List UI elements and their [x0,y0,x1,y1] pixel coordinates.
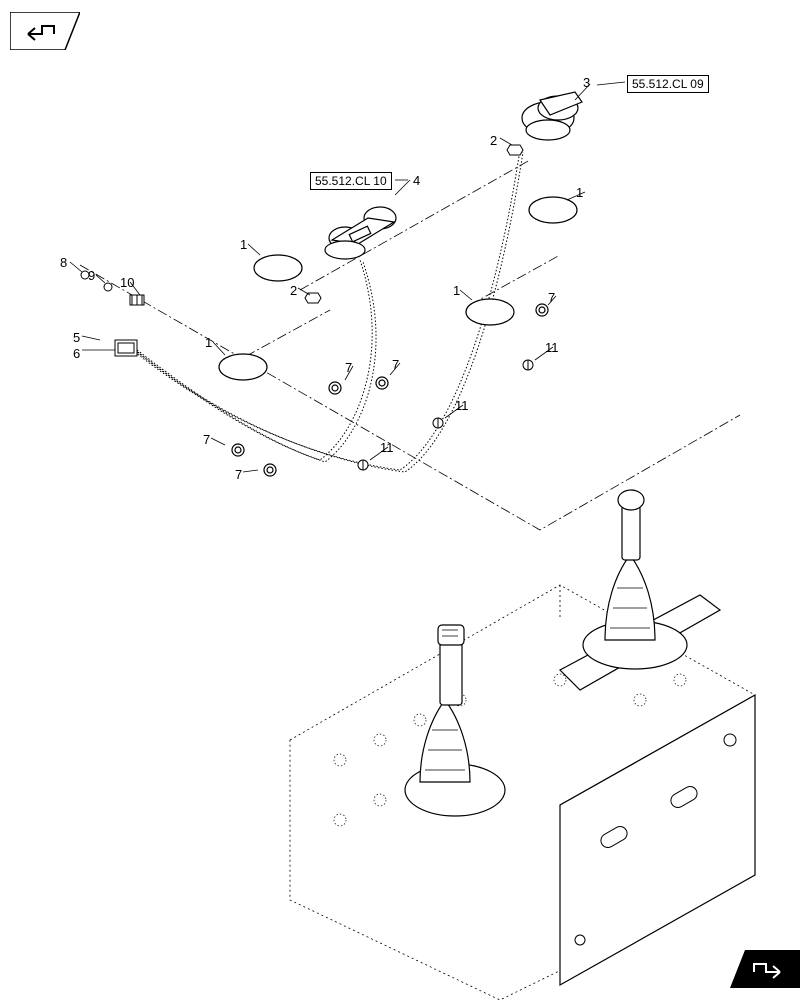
callout-11: 11 [380,440,394,455]
callout-4: 4 [413,173,420,188]
callout-7: 7 [203,432,210,447]
ref-box-10: 55.512.CL 10 [310,172,392,190]
callout-1: 1 [240,237,247,252]
plug-56 [115,340,137,356]
leader-lines [70,82,625,472]
callout-7: 7 [235,467,242,482]
callout-1: 1 [576,185,583,200]
callout-8: 8 [60,255,67,270]
nuts [305,145,523,303]
callout-9: 9 [88,268,95,283]
callout-2: 2 [290,283,297,298]
callout-2: 2 [490,133,497,148]
callout-7: 7 [392,357,399,372]
callout-3: 3 [583,75,590,90]
lever-left [405,625,505,816]
callout-1: 1 [205,335,212,350]
callout-1: 1 [453,283,460,298]
grommets [219,197,577,380]
knob-3 [522,92,582,140]
alignment-lines [80,160,740,530]
lever-right [560,490,720,690]
callout-7: 7 [548,290,555,305]
connector-10 [130,295,144,305]
exploded-view-svg [0,0,812,1000]
ref-box-09: 55.512.CL 09 [627,75,709,93]
callout-5: 5 [73,330,80,345]
callout-11: 11 [545,340,559,355]
dual-knob-4 [325,207,396,259]
base-assembly [290,490,755,1000]
callout-10: 10 [120,275,134,290]
callout-6: 6 [73,346,80,361]
diagram-canvas: 1 1 1 1 2 2 3 4 5 6 7 7 7 7 7 8 9 10 11 … [0,0,812,1000]
callout-11: 11 [455,398,469,413]
callout-7: 7 [345,360,352,375]
